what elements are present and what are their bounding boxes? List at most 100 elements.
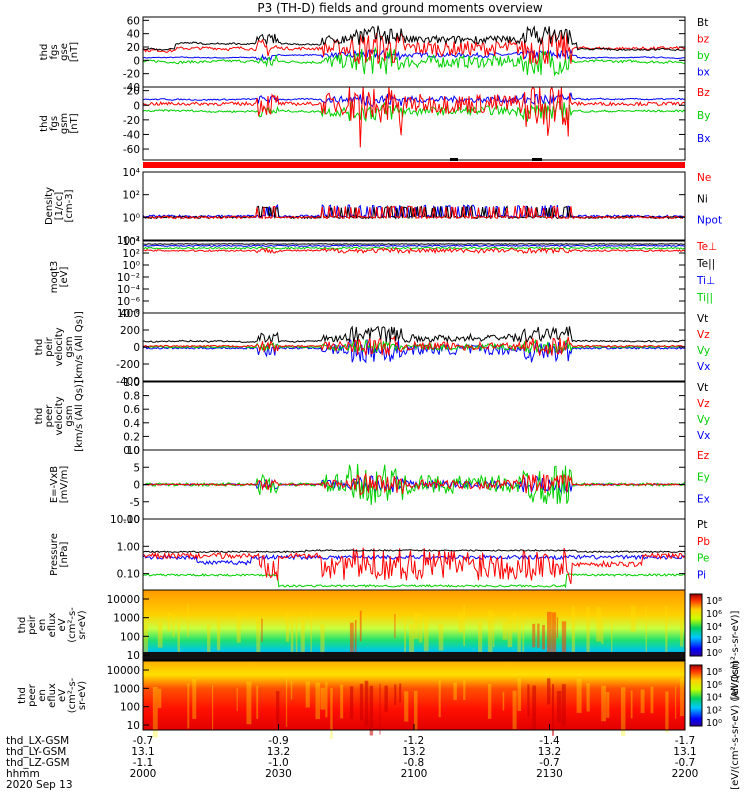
legend-pressure-Pi: Pi <box>697 569 706 581</box>
colorbar-tick: 10⁰ <box>706 718 722 729</box>
colorbar-tick: 10⁸ <box>706 596 722 607</box>
panel-peer_v: 1.0 0.80.6 0.40.2 0.0 thd peer velocity gsm [km/… <box>34 377 710 457</box>
tick-label-efield: 10 <box>127 445 140 457</box>
series-pressure-Pe <box>143 573 685 589</box>
tick-label-pressure: 0.10 <box>117 569 140 581</box>
ephemeris-label: thd_LX-GSM <box>6 735 69 747</box>
tick-label-fgs_gsm: 0 <box>133 100 140 112</box>
spectrogram-stripe <box>586 683 590 712</box>
ephemeris-value: 2030 <box>265 768 292 780</box>
ylabel-peir_v: [km/s (All Qs)] <box>74 311 85 383</box>
ephemeris-value: 13.1 <box>131 746 154 758</box>
spectrogram-stripe <box>359 610 362 642</box>
tick-label-density: 10⁴ <box>122 167 140 179</box>
ephemeris-label: thd_LY-GSM <box>6 746 66 758</box>
spectrogram-peer_en: 10000 1000 100 10 thd peer en eflux eV (cm²-s-sr-… <box>17 660 741 790</box>
series-fgs-by <box>143 46 685 77</box>
spectrogram-stripe <box>561 684 566 727</box>
colorbar-label: [eV/(cm²-s-sr-eV) (All Qs)] <box>730 661 741 790</box>
tick-label-fgs_gsm: -40 <box>123 129 140 141</box>
legend-density-Npot: Npot <box>697 215 722 227</box>
ylabel-fgs_gsm: gsm <box>59 113 70 134</box>
spectrogram-stripe <box>404 619 407 662</box>
ylabel-peer_v: peer <box>44 404 55 428</box>
spectrogram-stripe <box>561 621 567 656</box>
tick-label-peir_v: -200 <box>116 359 140 371</box>
spectrogram-stripe <box>364 680 369 727</box>
spectrogram-stripe <box>216 617 221 651</box>
ylabel-peer_en: thd <box>17 687 28 704</box>
series-temperature-Te|| <box>143 243 685 245</box>
ephemeris-value: -1.1 <box>133 757 154 769</box>
ylabel-fgs: gse <box>59 43 70 61</box>
spectrogram-stripe <box>551 612 557 659</box>
spectrogram-stripe <box>487 684 492 719</box>
tick-label-fgs_gsm: -60 <box>123 144 140 156</box>
series-fgs_gsm-By <box>143 100 685 123</box>
spectrogram-stripe <box>315 682 321 720</box>
tick-label-temperature: 10⁻⁸ <box>117 308 140 320</box>
ephemeris-value: 13.2 <box>402 746 425 758</box>
tick-label-fgs: -20 <box>123 69 140 81</box>
legend-temperature-Te||: Te|| <box>696 258 715 270</box>
colorbar-tick: 10⁶ <box>706 609 722 620</box>
tick-label-peir_en: 1000 <box>113 613 140 625</box>
ylabel-peir_v: peir <box>44 336 55 356</box>
spectrogram-stripe <box>167 612 171 632</box>
spectrogram-stripe <box>502 691 505 711</box>
spectrogram-stripe <box>236 613 241 643</box>
ephemeris-value: -0.8 <box>404 757 425 769</box>
spectrogram-stripe <box>285 613 290 642</box>
spectrogram-stripe <box>458 613 464 633</box>
legend-peir_v-Vy: Vy <box>697 345 710 357</box>
tick-label-fgs_gsm: -20 <box>123 115 140 127</box>
tick-label-fgs: 60 <box>127 15 140 27</box>
spectrogram-stripe <box>414 612 419 639</box>
legend-pressure-Pt: Pt <box>697 519 707 531</box>
tick-label-temperature: 10⁻⁶ <box>117 296 140 308</box>
spectrogram-stripe <box>192 679 197 719</box>
colorbar-tick: 10⁶ <box>706 680 722 691</box>
spectrogram-stripe <box>418 613 423 643</box>
legend-pressure-Pe: Pe <box>697 553 709 565</box>
spectrogram-stripe <box>630 690 633 719</box>
spectrogram-band <box>143 652 685 660</box>
panel-frame <box>142 16 686 88</box>
spectrogram-stripe <box>414 690 418 730</box>
tick-label-peir_v: 400 <box>120 308 140 320</box>
spectrogram-stripe <box>665 606 668 657</box>
panel-frame <box>142 518 686 591</box>
spectrogram-stripe <box>172 614 175 637</box>
colorbar-tick: 10⁴ <box>706 622 722 633</box>
spectrogram-stripe <box>556 690 562 723</box>
spectrogram-stripe <box>157 688 162 709</box>
spectrogram-stripe <box>463 680 466 701</box>
spectrogram-stripe <box>340 684 344 719</box>
panel-frame <box>142 240 686 314</box>
spectrogram-stripe <box>680 617 684 647</box>
ylabel-peer_en: sr-eV) <box>77 681 88 710</box>
legend-efield-Ex: Ex <box>697 493 710 505</box>
spectrogram-stripe <box>517 678 522 712</box>
tick-label-temperature: 10⁻² <box>117 272 140 284</box>
spectrogram-stripe <box>537 623 540 648</box>
ylabel-peir_v: velocity <box>54 327 65 366</box>
ylabel-peir_en: (cm²-s- <box>67 607 78 643</box>
tick-label-peer_v: 0.0 <box>123 445 140 457</box>
ylabel-fgs: thd <box>39 44 50 61</box>
series-temperature-Te⊥ <box>143 247 685 255</box>
spectrogram-stripe <box>300 620 305 665</box>
tick-label-pressure: 1.00 <box>117 541 140 553</box>
panel-frame <box>142 589 686 661</box>
spectrogram-stripe <box>305 681 310 708</box>
ephemeris-value: 13.1 <box>673 746 696 758</box>
ylabel-density: Density <box>44 187 55 225</box>
ylabel-peir_en: sr-eV) <box>77 610 88 639</box>
ylabel-peer_v: gsm <box>64 405 75 426</box>
ylabel-peir_en: eV <box>57 618 68 631</box>
series-peir_v-Vt <box>143 325 685 344</box>
